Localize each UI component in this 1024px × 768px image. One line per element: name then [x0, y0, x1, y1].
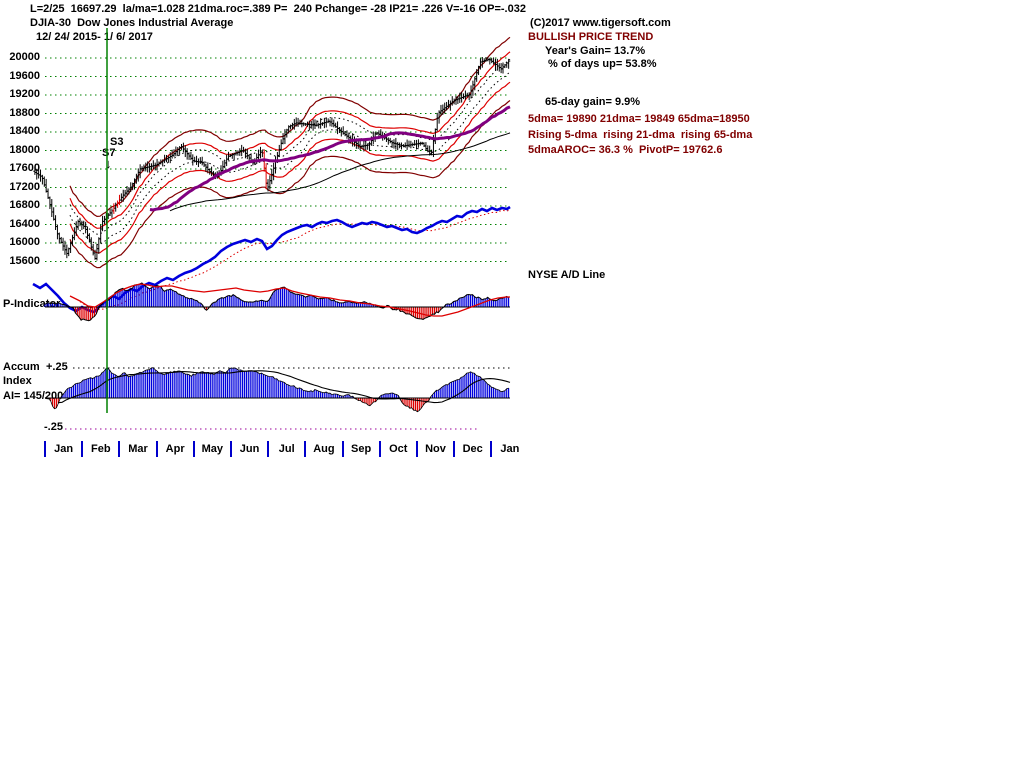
y-axis-label: 19200: [9, 88, 40, 100]
sell-signal-s3: S3: [110, 136, 124, 148]
month-cell: Jul: [267, 441, 304, 457]
y-axis-label: 17200: [9, 180, 40, 193]
month-cell: Dec: [453, 441, 490, 457]
y-axis-label: 19600: [9, 69, 40, 82]
accum-plus-level-label: +.25: [46, 361, 68, 373]
trend-status-label: BULLISH PRICE TREND: [528, 31, 654, 43]
sell-signal-arrow-icon: ↓: [105, 156, 112, 171]
month-cell: Aug: [304, 441, 341, 457]
month-cell: Jan: [44, 441, 81, 457]
ad-line-label: NYSE A/D Line: [528, 269, 606, 281]
aroc-pivot-label: 5dmaAROC= 36.3 % PivotP= 19762.6: [528, 144, 723, 156]
copyright-label: (C)2017 www.tigersoft.com: [530, 17, 671, 29]
accum-index-label: Index: [3, 375, 32, 387]
days-up-label: % of days up= 53.8%: [548, 58, 657, 70]
y-axis-label: 17600: [9, 162, 40, 174]
month-cell: Jan: [490, 441, 527, 457]
month-cell: Feb: [81, 441, 118, 457]
y-axis-label: 16800: [9, 199, 40, 211]
date-range-label: 12/ 24/ 2015- 1/ 6/ 2017: [36, 31, 153, 43]
y-axis-labels: 20000 19600 19200 18800 18400 18000 17600 17200…: [0, 0, 42, 460]
symbol-title: DJIA-30 Dow Jones Industrial Average: [30, 17, 234, 29]
y-axis-label: 15600: [9, 254, 40, 267]
month-cell: Oct: [378, 441, 416, 457]
month-cell: Nov: [415, 441, 453, 457]
years-gain-label: Year's Gain= 13.7%: [545, 45, 646, 57]
accum-minus-level-label: -.25: [44, 421, 63, 433]
dma-rising-label: Rising 5-dma rising 21-dma rising 65-dma: [528, 129, 753, 141]
month-cell: Sep: [341, 441, 379, 457]
y-axis-label: 18800: [9, 106, 40, 119]
month-cell: May: [192, 441, 230, 457]
dma-values-label: 5dma= 19890 21dma= 19849 65dma=18950: [528, 113, 750, 125]
y-axis-label: 16400: [9, 217, 40, 230]
accum-label: Accum: [3, 361, 40, 373]
y-axis-label: 18000: [9, 143, 40, 156]
month-row: Jan Feb Mar Apr May Jun Jul Aug Sep Oct Nov Dec Jan: [44, 441, 527, 457]
month-cell: Jun: [229, 441, 267, 457]
gain-65day-label: 65-day gain= 9.9%: [545, 96, 641, 108]
header-stats-line: L=2/25 16697.29 la/ma=1.028 21dma.roc=.3…: [30, 3, 526, 15]
month-cell: Mar: [118, 441, 155, 457]
y-axis-label: 18400: [9, 125, 40, 137]
accum-ai-value: AI= 145/200: [3, 390, 64, 402]
y-axis-label: 16000: [9, 236, 40, 248]
month-cell: Apr: [155, 441, 193, 457]
y-axis-label: 20000: [9, 51, 40, 63]
